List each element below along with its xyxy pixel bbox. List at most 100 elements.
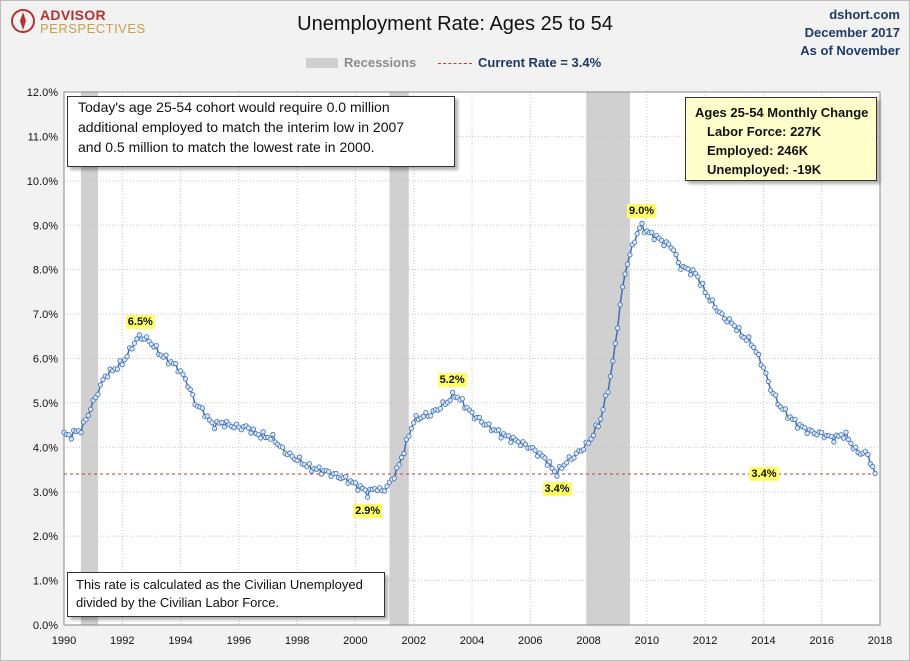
definition-note-line: divided by the Civilian Labor Force.	[76, 595, 280, 610]
x-tick-label: 1992	[110, 635, 134, 647]
series-point	[294, 457, 300, 464]
series-point	[551, 468, 558, 475]
series-point	[651, 236, 657, 243]
series-point	[554, 473, 560, 479]
series-point	[97, 382, 104, 388]
series-point	[675, 259, 682, 266]
series-point	[258, 435, 264, 441]
x-tick-label: 1996	[227, 635, 251, 647]
series-point	[685, 266, 691, 272]
series-point	[704, 293, 711, 299]
series-point	[119, 361, 125, 368]
series-point	[632, 239, 638, 245]
series-point	[469, 409, 475, 415]
series-point	[731, 323, 737, 329]
series-point	[636, 225, 643, 231]
series-point	[746, 334, 752, 340]
series-point	[333, 470, 339, 476]
monthly-change-unemployed: Unemployed: -19K	[707, 162, 822, 177]
series-point	[78, 429, 84, 436]
peak-label: 5.2%	[437, 373, 467, 388]
y-tick-label: 12.0%	[27, 87, 58, 99]
series-point	[423, 409, 429, 416]
series-point	[605, 389, 611, 395]
series-point	[117, 358, 123, 364]
monthly-change-labor-force: Labor Force: 227K	[707, 124, 822, 139]
series-point	[267, 436, 273, 442]
series-point	[595, 423, 601, 430]
x-tick-label: 2000	[343, 635, 367, 647]
series-point	[617, 302, 623, 308]
compass-icon	[11, 9, 35, 33]
series-point	[772, 392, 779, 398]
series-point	[316, 464, 322, 470]
definition-note-line: This rate is calculated as the Civilian …	[76, 577, 363, 592]
series-point	[845, 436, 852, 442]
series-point	[802, 425, 808, 431]
series-point	[819, 429, 825, 435]
series-point	[840, 435, 847, 441]
series-point	[105, 374, 111, 380]
series-point	[173, 360, 179, 367]
source-date: December 2017	[804, 25, 900, 40]
y-tick-label: 10.0%	[27, 176, 58, 188]
series-point	[219, 419, 225, 426]
series-point	[658, 237, 665, 243]
peak-label: 9.0%	[627, 204, 657, 219]
y-tick-label: 5.0%	[33, 398, 58, 410]
series-point	[270, 431, 276, 438]
series-point	[610, 358, 616, 364]
legend-current-line	[438, 63, 472, 64]
series-point	[848, 440, 854, 446]
cohort-note-line: Today's age 25-54 cohort would require 0…	[78, 99, 390, 115]
series-point	[828, 433, 835, 439]
series-point	[838, 432, 844, 438]
series-point	[384, 483, 390, 489]
series-point	[83, 417, 89, 423]
cohort-note-line: additional employed to match the interim…	[78, 119, 405, 135]
series-point	[420, 413, 426, 419]
series-point	[690, 267, 696, 273]
series-point	[68, 436, 74, 442]
series-point	[765, 378, 771, 385]
series-point	[306, 461, 312, 467]
y-tick-label: 1.0%	[33, 576, 58, 588]
monthly-change-employed: Employed: 246K	[707, 143, 809, 158]
series-point	[180, 371, 186, 377]
series-point	[862, 448, 869, 454]
y-tick-label: 4.0%	[33, 442, 58, 454]
series-point	[476, 414, 482, 421]
series-point	[634, 231, 640, 237]
series-point	[585, 440, 592, 446]
series-point	[209, 420, 215, 426]
series-point	[639, 220, 645, 226]
series-point	[212, 425, 218, 432]
series-point	[396, 462, 402, 468]
series-point	[408, 425, 414, 431]
series-point	[581, 446, 587, 453]
series-point	[736, 324, 742, 331]
series-point	[85, 412, 91, 418]
series-point	[221, 424, 227, 430]
series-point	[131, 340, 137, 346]
x-tick-label: 2008	[576, 635, 600, 647]
series-point	[843, 429, 849, 435]
y-tick-label: 2.0%	[33, 531, 58, 543]
series-point	[406, 433, 412, 439]
logo-line-2: PERSPECTIVES	[40, 21, 146, 36]
series-point	[542, 455, 548, 461]
series-point	[326, 469, 332, 475]
series-point	[804, 430, 810, 436]
series-point	[612, 340, 618, 346]
series-point	[853, 444, 859, 450]
series-point	[571, 455, 577, 461]
series-point	[204, 413, 210, 419]
series-point	[362, 487, 368, 493]
series-point	[515, 439, 521, 445]
series-point	[224, 418, 230, 424]
series-point	[398, 454, 405, 461]
x-tick-label: 2014	[751, 635, 775, 647]
peak-label: 2.9%	[353, 504, 383, 519]
series-point	[129, 346, 135, 352]
x-tick-label: 2010	[635, 635, 659, 647]
